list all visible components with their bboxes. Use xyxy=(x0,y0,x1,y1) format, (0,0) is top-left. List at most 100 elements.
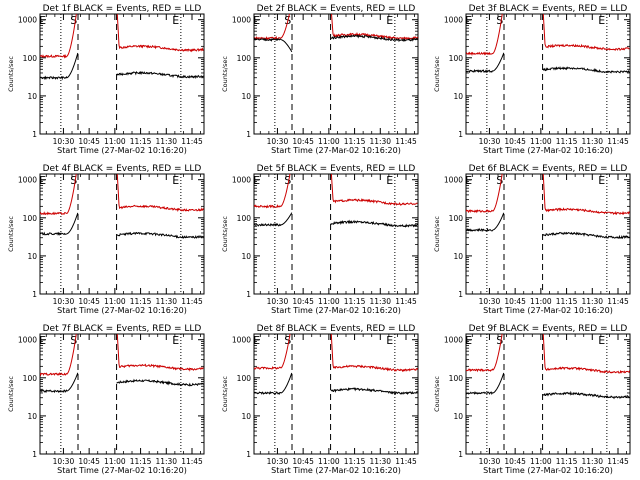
y-tick-label: 1 xyxy=(246,130,251,139)
marker-letter-S: S xyxy=(496,174,503,187)
series-line-black-events xyxy=(254,372,418,396)
series-line-black-events xyxy=(466,372,630,400)
y-tick-label: 1000 xyxy=(444,336,463,345)
x-tick-label: 10:45 xyxy=(504,297,526,306)
y-tick-label: 100 xyxy=(23,214,38,223)
y-tick-label: 1000 xyxy=(18,176,37,185)
marker-letter-S: S xyxy=(284,174,291,187)
x-tick-label: 11:45 xyxy=(607,457,629,466)
x-tick-label: 11:00 xyxy=(318,297,340,306)
marker-letter-E: E xyxy=(172,334,179,347)
y-tick-label: 10 xyxy=(453,252,463,261)
x-tick-label: 10:30 xyxy=(267,297,289,306)
y-tick-label: 100 xyxy=(237,374,252,383)
x-tick-label: 11:30 xyxy=(155,457,177,466)
chart-title: Det 9f BLACK = Events, RED = LLD xyxy=(469,324,628,334)
marker-letter-E: E xyxy=(39,174,46,187)
x-axis-label: Start Time (27-Mar-02 10:16:20) xyxy=(483,306,613,315)
x-axis-label: Start Time (27-Mar-02 10:16:20) xyxy=(483,146,613,155)
x-tick-label: 11:30 xyxy=(581,457,603,466)
series-line-black-events xyxy=(466,212,630,240)
x-tick-label: 10:45 xyxy=(504,457,526,466)
x-tick-label: 11:00 xyxy=(104,137,126,146)
marker-letter-E: E xyxy=(253,334,260,347)
series-line-red-lld xyxy=(254,14,418,41)
chart-panel-4: Det 4f BLACK = Events, RED = LLD 1 10 100 10… xyxy=(7,164,205,315)
chart-panel-1: Det 1f BLACK = Events, RED = LLD 1 10 100 10… xyxy=(7,4,205,155)
chart-title: Det 7f BLACK = Events, RED = LLD xyxy=(43,324,202,334)
y-tick-label: 100 xyxy=(237,54,252,63)
chart-title: Det 8f BLACK = Events, RED = LLD xyxy=(257,324,416,334)
y-axis-label: Counts/sec xyxy=(221,216,229,252)
plot-frame xyxy=(465,173,631,295)
y-tick-label: 1 xyxy=(246,290,251,299)
y-tick-label: 10 xyxy=(27,412,37,421)
x-tick-label: 10:45 xyxy=(78,137,100,146)
marker-letter-S: S xyxy=(70,334,77,347)
x-tick-label: 10:30 xyxy=(479,297,501,306)
chart-panel-9: Det 9f BLACK = Events, RED = LLD 1 10 100 10… xyxy=(433,324,631,475)
marker-letter-E: E xyxy=(465,14,472,27)
marker-letter-S: S xyxy=(284,334,291,347)
y-tick-label: 100 xyxy=(23,54,38,63)
chart-title: Det 3f BLACK = Events, RED = LLD xyxy=(469,4,628,14)
x-tick-label: 11:45 xyxy=(395,137,417,146)
chart-panel-2: Det 2f BLACK = Events, RED = LLD 1 10 100 10… xyxy=(221,4,419,155)
x-tick-label: 11:45 xyxy=(395,457,417,466)
marker-letter-S: S xyxy=(496,14,503,27)
marker-letter-E: E xyxy=(386,334,393,347)
plot-frame xyxy=(465,13,631,135)
y-tick-label: 100 xyxy=(449,214,464,223)
series-line-red-lld xyxy=(466,174,630,216)
marker-letter-E: E xyxy=(465,174,472,187)
marker-letter-E: E xyxy=(386,174,393,187)
x-tick-label: 11:45 xyxy=(607,137,629,146)
x-tick-label: 11:00 xyxy=(318,137,340,146)
y-tick-label: 10 xyxy=(241,92,251,101)
chart-panel-7: Det 7f BLACK = Events, RED = LLD 1 10 100 10… xyxy=(7,324,205,475)
y-tick-label: 10 xyxy=(241,252,251,261)
y-tick-label: 10 xyxy=(453,92,463,101)
x-axis-label: Start Time (27-Mar-02 10:16:20) xyxy=(57,306,187,315)
marker-letter-E: E xyxy=(39,334,46,347)
x-tick-label: 11:30 xyxy=(155,297,177,306)
x-tick-label: 11:15 xyxy=(556,297,578,306)
marker-letter-E: E xyxy=(386,14,393,27)
x-tick-label: 10:30 xyxy=(267,137,289,146)
x-tick-label: 10:30 xyxy=(267,457,289,466)
y-tick-label: 1 xyxy=(458,450,463,459)
chart-title: Det 2f BLACK = Events, RED = LLD xyxy=(257,4,416,14)
x-tick-label: 11:15 xyxy=(344,297,366,306)
y-axis-label: Counts/sec xyxy=(7,56,15,92)
chart-panel-5: Det 5f BLACK = Events, RED = LLD 1 10 100 10… xyxy=(221,164,419,315)
y-tick-label: 1000 xyxy=(232,176,251,185)
marker-letter-S: S xyxy=(70,14,77,27)
series-line-red-lld xyxy=(466,334,630,374)
plot-frame xyxy=(253,13,419,135)
x-tick-label: 11:00 xyxy=(530,297,552,306)
x-axis-label: Start Time (27-Mar-02 10:16:20) xyxy=(271,146,401,155)
x-tick-label: 10:30 xyxy=(479,137,501,146)
series-line-black-events xyxy=(40,212,204,240)
x-tick-label: 11:15 xyxy=(130,297,152,306)
x-tick-label: 11:45 xyxy=(181,137,203,146)
series-line-black-events xyxy=(40,52,204,81)
marker-letter-E: E xyxy=(39,14,46,27)
marker-letter-E: E xyxy=(253,14,260,27)
chart-title: Det 4f BLACK = Events, RED = LLD xyxy=(43,164,202,174)
x-tick-label: 10:30 xyxy=(479,457,501,466)
y-tick-label: 1 xyxy=(32,130,37,139)
x-tick-label: 11:45 xyxy=(181,297,203,306)
marker-letter-E: E xyxy=(598,14,605,27)
plot-frame xyxy=(253,173,419,295)
series-line-red-lld xyxy=(40,334,204,377)
chart-title: Det 5f BLACK = Events, RED = LLD xyxy=(257,164,416,174)
x-tick-label: 11:30 xyxy=(155,137,177,146)
series-line-black-events xyxy=(466,52,630,74)
y-axis-label: Counts/sec xyxy=(7,216,15,252)
chart-panel-6: Det 6f BLACK = Events, RED = LLD 1 10 100 10… xyxy=(433,164,631,315)
plot-frame xyxy=(465,333,631,455)
x-tick-label: 10:45 xyxy=(292,137,314,146)
x-tick-label: 10:45 xyxy=(292,457,314,466)
y-tick-label: 10 xyxy=(453,412,463,421)
